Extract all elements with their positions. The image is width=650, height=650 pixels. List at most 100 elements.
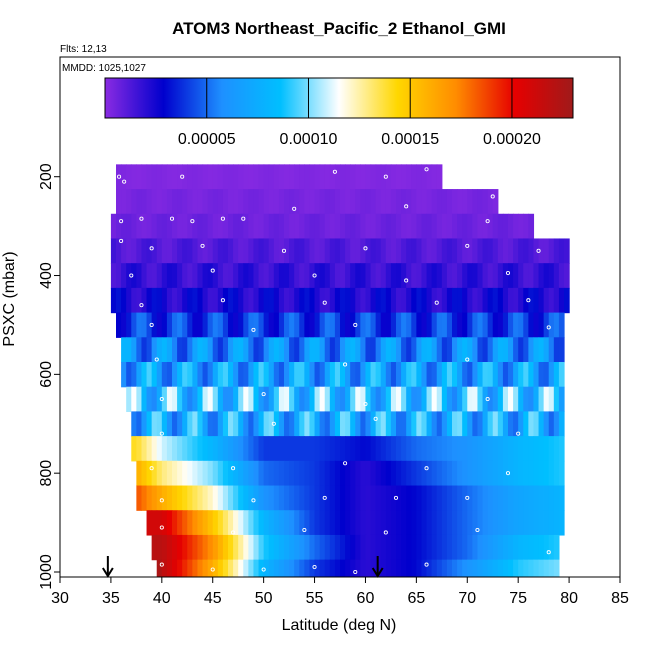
observation-point [180,174,185,179]
heatmap-cell [558,337,565,363]
heatmap-cell [294,559,300,577]
heatmap-cell [222,362,229,388]
heatmap-cell [497,287,504,314]
heatmap-cell [299,362,305,388]
heatmap-cell [558,312,565,338]
heatmap-cell [207,436,214,462]
heatmap-cell [538,485,545,511]
heatmap-cell [136,189,143,215]
heatmap-cell [370,510,377,536]
heatmap-cell [197,411,204,437]
heatmap-cell [253,287,260,314]
heatmap-cell [177,213,183,240]
heatmap-cell [390,189,397,215]
heatmap-cell [385,337,392,363]
colorbar-tick-label: 0.00010 [280,131,338,148]
heatmap-cell [319,559,326,577]
heatmap-cell [197,510,204,536]
heatmap-cell [548,386,555,413]
heatmap-cell [304,164,311,190]
heatmap-cell [492,559,499,577]
heatmap-cell [436,213,443,240]
heatmap-cell [431,534,438,561]
heatmap-cell [406,485,412,511]
heatmap-cell [151,189,158,215]
heatmap-cell [197,312,204,338]
heatmap-cell [457,263,463,289]
heatmap-cell [258,460,265,487]
heatmap-cell [309,213,316,240]
heatmap-cell [411,411,417,437]
heatmap-cell [217,510,224,536]
heatmap-cell [421,534,428,561]
heatmap-cell [222,559,229,577]
observation-point [154,357,159,362]
observation-point [231,530,236,535]
heatmap-cell [401,534,407,561]
heatmap-cell [355,263,361,289]
heatmap-cell [385,213,392,240]
heatmap-cell [355,485,361,511]
heatmap-cell [202,263,209,289]
heatmap-cell [207,460,214,487]
heatmap-cell [228,386,234,413]
heatmap-cell [441,213,448,240]
heatmap-cell [345,312,351,338]
heatmap-cell [502,534,509,561]
heatmap-cell [548,534,555,561]
heatmap-cell [334,362,341,388]
y-axis-label: PSXC (mbar) [1,251,18,346]
heatmap-cell [329,485,336,511]
heatmap-cell [248,485,255,511]
heatmap-cell [156,189,163,215]
heatmap-cell [401,312,407,338]
heatmap-cell [472,386,479,413]
heatmap-cell [446,189,453,215]
heatmap-cell [334,436,341,462]
heatmap-cell [284,534,290,561]
heatmap-cell [284,213,290,240]
heatmap-cell [553,510,560,536]
heatmap-cell [182,337,188,363]
heatmap-cell [416,189,423,215]
heatmap-cell [253,436,260,462]
heatmap-cell [202,460,209,487]
heatmap-cell [126,362,132,388]
heatmap-cell [416,263,423,289]
heatmap-cell [131,189,137,215]
heatmap-cell [518,337,524,363]
heatmap-cell [538,510,545,536]
heatmap-cell [543,485,550,511]
heatmap-cell [212,189,219,215]
heatmap-cell [426,337,433,363]
heatmap-cell [192,362,199,388]
heatmap-cell [492,362,499,388]
y-tick-label: 800 [38,460,55,487]
heatmap-cell [166,263,173,289]
heatmap-cell [202,337,209,363]
heatmap-cell [314,238,321,264]
heatmap-cell [436,436,443,462]
heatmap-cell [182,460,188,487]
heatmap-cell [131,238,137,264]
heatmap-cell [304,510,311,536]
heatmap-cell [243,213,249,240]
heatmap-cell [329,287,336,314]
heatmap-cell [329,559,336,577]
heatmap-cell [477,263,484,289]
heatmap-cell [166,337,173,363]
heatmap-cell [396,312,402,338]
heatmap-cell [513,312,519,338]
x-axis-label: Latitude (deg N) [282,617,397,634]
heatmap-cell [131,263,137,289]
heatmap-cell [406,460,412,487]
heatmap-cell [309,337,316,363]
heatmap-cell [518,460,524,487]
heatmap-cell [212,386,219,413]
x-tick-label: 60 [357,590,375,607]
heatmap-cell [192,287,199,314]
heatmap-cell [146,386,153,413]
heatmap-cell [294,287,300,314]
heatmap-cell [446,337,453,363]
heatmap-cell [380,287,387,314]
